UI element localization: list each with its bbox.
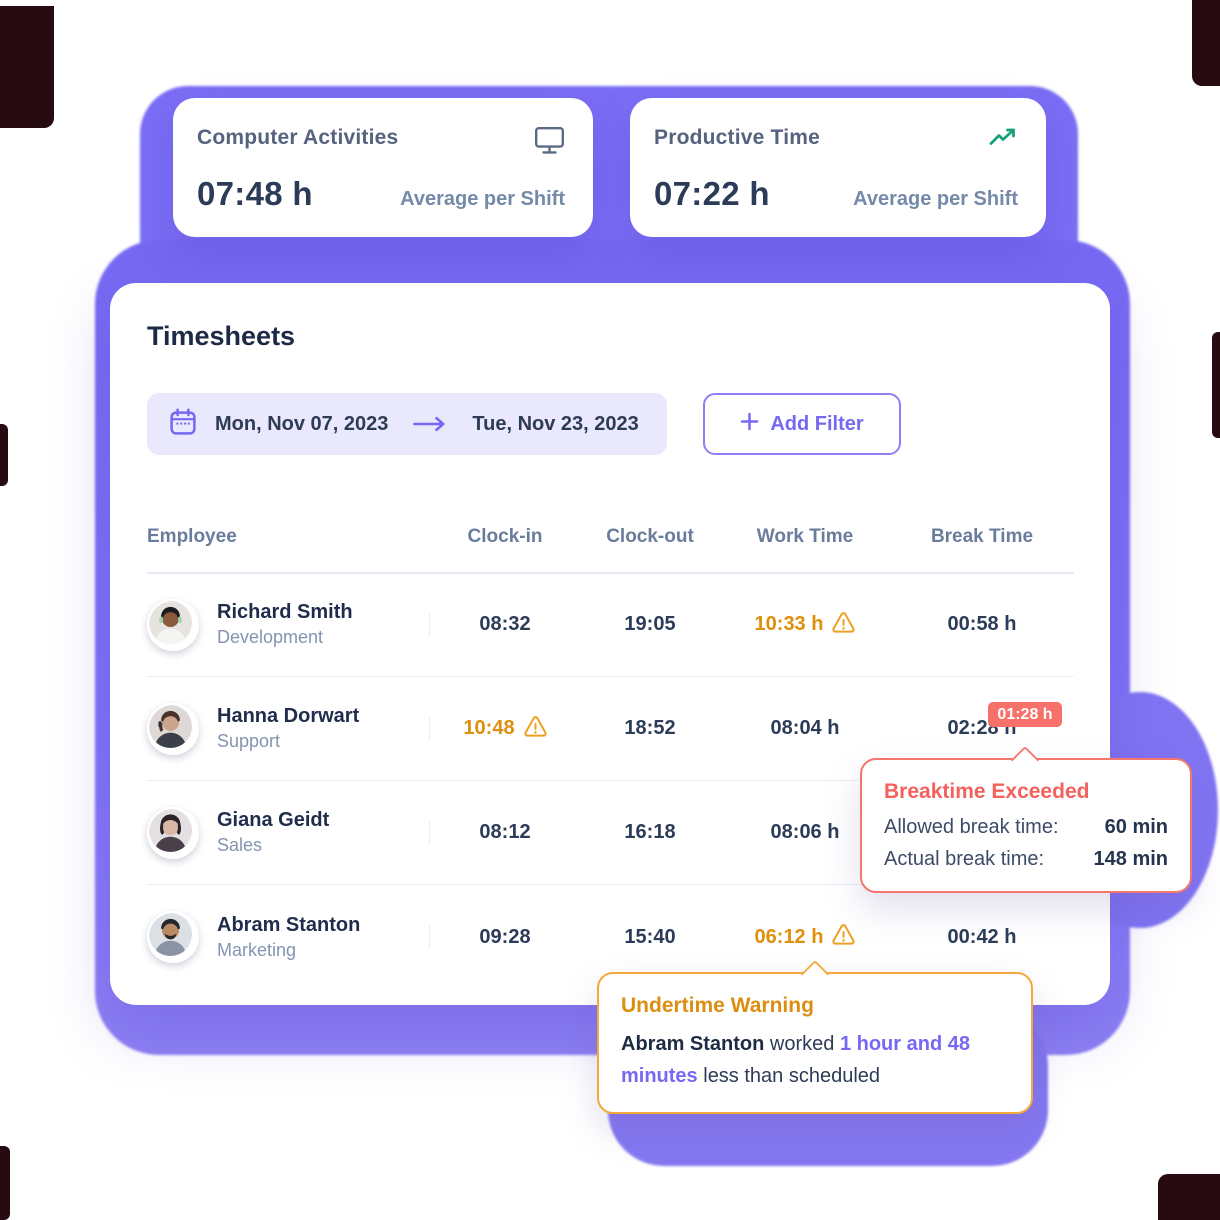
- employee-department: Support: [217, 731, 281, 752]
- avatar: [147, 806, 199, 859]
- stat-value: 07:48 h: [197, 175, 313, 212]
- column-header-employee: Employee: [147, 526, 237, 547]
- corner-artifact: [1192, 0, 1220, 86]
- break-overage-badge[interactable]: 01:28 h: [988, 702, 1062, 727]
- undertime-warning-tooltip: Undertime Warning Abram Stanton worked 1…: [597, 959, 1033, 1114]
- employee-department: Sales: [217, 835, 263, 856]
- table-header: Employee Clock-in Clock-out Work Time Br…: [147, 519, 1074, 555]
- tooltip-body: Abram Stanton worked 1 hour and 48 minut…: [621, 1033, 970, 1087]
- corner-artifact: [0, 424, 8, 486]
- warning-triangle-icon[interactable]: [832, 924, 856, 950]
- clock-in-value: 09:28: [479, 925, 531, 948]
- tooltip-title: Breaktime Exceeded: [884, 780, 1090, 803]
- work-time-value: 10:33 h: [754, 613, 824, 635]
- timesheets-card: Timesheets Mon, Nov 07, 2023 T: [110, 283, 1110, 1005]
- clock-out-value: 19:05: [624, 613, 676, 635]
- stat-title: Computer Activities: [197, 126, 399, 149]
- clock-in-value: 10:48: [463, 717, 515, 739]
- employee-name: Abram Stanton: [217, 913, 361, 936]
- corner-artifact: [0, 6, 54, 128]
- date-range-end: Tue, Nov 23, 2023: [472, 412, 639, 435]
- break-time-value: 00:58 h: [947, 613, 1017, 635]
- page-title: Timesheets: [147, 321, 296, 351]
- employee-department: Marketing: [217, 939, 297, 960]
- avatar: [147, 911, 199, 963]
- clock-out-value: 18:52: [624, 717, 676, 739]
- corner-artifact: [1158, 1174, 1220, 1220]
- employee-name: Richard Smith: [217, 601, 353, 624]
- table-row[interactable]: Richard Smith Development 08:32 19:05 10…: [147, 573, 1074, 677]
- add-filter-button[interactable]: Add Filter: [703, 393, 901, 455]
- warning-triangle-icon[interactable]: [832, 611, 856, 638]
- arrow-right-icon: [412, 416, 448, 432]
- avatar: [147, 702, 199, 755]
- work-time-value: 06:12 h: [754, 925, 824, 948]
- employee-name: Giana Geidt: [217, 809, 330, 832]
- corner-artifact: [0, 1146, 10, 1220]
- employee-department: Development: [217, 627, 324, 648]
- breaktime-exceeded-tooltip: Breaktime Exceeded Allowed break time: 6…: [860, 745, 1192, 893]
- clock-in-value: 08:32: [479, 613, 531, 635]
- clock-out-value: 16:18: [624, 821, 676, 843]
- work-time-value: 08:04 h: [770, 717, 840, 739]
- column-header-break-time: Break Time: [930, 526, 1034, 547]
- employee-name: Hanna Dorwart: [217, 705, 360, 728]
- date-range-picker[interactable]: Mon, Nov 07, 2023 Tue, Nov 23, 2023: [147, 393, 667, 455]
- warning-triangle-icon[interactable]: [523, 715, 547, 742]
- allowed-break-label: Allowed break time:: [884, 816, 1059, 838]
- table-row[interactable]: Giana Geidt Sales 08:12 16:18 08:06 h: [147, 781, 1074, 885]
- table-header-divider: [147, 572, 1074, 574]
- trend-up-icon: [988, 126, 1018, 155]
- stat-caption: Average per Shift: [853, 188, 1018, 210]
- column-header-clock-out: Clock-out: [606, 526, 694, 547]
- avatar: [147, 598, 199, 651]
- clock-out-value: 15:40: [624, 925, 676, 948]
- table-body: Richard Smith Development 08:32 19:05 10…: [147, 573, 1074, 989]
- column-header-clock-in: Clock-in: [467, 526, 543, 547]
- allowed-break-value: 60 min: [1104, 816, 1168, 838]
- corner-artifact: [1212, 332, 1220, 438]
- plus-icon: [740, 412, 759, 436]
- column-header-work-time: Work Time: [756, 526, 854, 547]
- monitor-icon: [534, 126, 565, 160]
- actual-break-value: 148 min: [1093, 848, 1168, 870]
- clock-in-value: 08:12: [479, 821, 531, 843]
- work-time-value: 08:06 h: [770, 821, 840, 843]
- table-row[interactable]: Hanna Dorwart Support 10:48 18:52: [147, 677, 1074, 781]
- stat-value: 07:22 h: [654, 175, 770, 212]
- stat-caption: Average per Shift: [400, 188, 565, 210]
- calendar-icon: [169, 408, 197, 441]
- stat-title: Productive Time: [654, 126, 820, 149]
- tooltip-title: Undertime Warning: [621, 994, 814, 1017]
- date-range-start: Mon, Nov 07, 2023: [215, 412, 389, 435]
- table-row[interactable]: Abram Stanton Marketing 09:28 15:40 06:1…: [147, 885, 1074, 989]
- break-time-value: 00:42 h: [947, 925, 1017, 948]
- stat-card-computer-activities: Computer Activities 07:48 h Average per …: [173, 98, 593, 237]
- add-filter-label: Add Filter: [770, 412, 864, 435]
- stat-card-productive-time: Productive Time 07:22 h Average per Shif…: [630, 98, 1046, 237]
- actual-break-label: Actual break time:: [884, 848, 1045, 870]
